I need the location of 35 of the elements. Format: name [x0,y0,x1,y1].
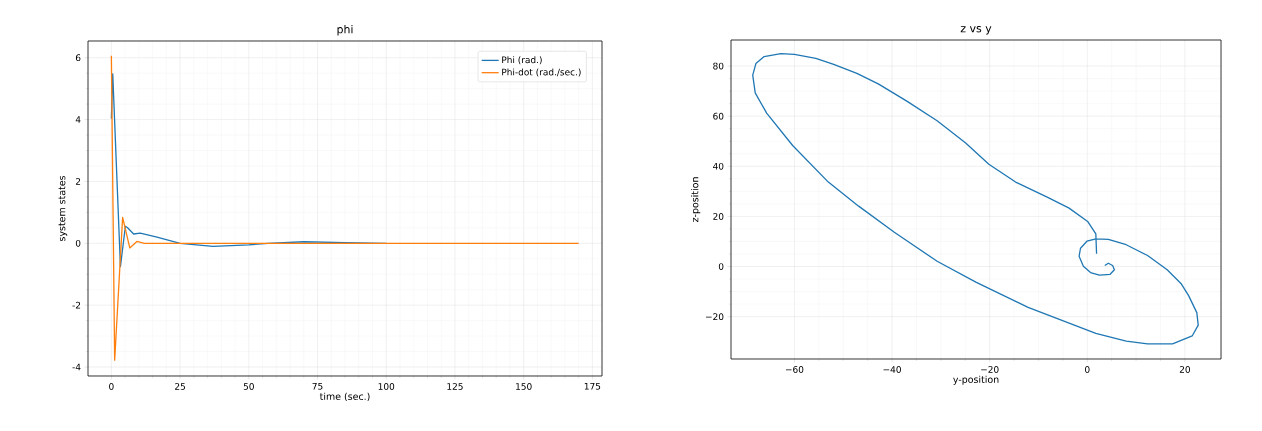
x-tick-label: −40 [883,366,901,373]
y-tick-label: 40 [713,162,724,170]
x-tick-label: 150 [516,383,532,390]
y-tick-label: 20 [713,213,724,220]
y-tick-label: 2 [75,178,81,185]
y-tick-label: -4 [72,363,81,371]
line-series [110,55,580,361]
y-tick-label: 80 [713,62,724,70]
line-series [752,52,1199,345]
x-tick-label: 25 [175,383,185,390]
y-tick-label: −20 [706,313,724,321]
legend-label: Phi-dot (rad./sec.) [502,68,581,77]
x-tick-label: 125 [447,383,463,390]
y-tick-label: 4 [75,116,81,123]
y-tick-label: -2 [72,301,81,309]
legend-label: Phi (rad.) [502,56,542,65]
y-axis-title: system states [58,175,68,242]
x-tick-label: 0 [1085,366,1090,373]
x-axis-title: y-position [953,375,999,385]
x-tick-label: 20 [1179,366,1191,373]
x-tick-label: 50 [243,383,254,390]
chart-title: phi [337,24,353,36]
x-tick-label: −60 [785,366,804,373]
x-tick-label: 75 [312,383,323,390]
x-tick-label: −20 [981,366,999,373]
x-tick-label: 175 [584,383,601,390]
x-axis-title: time (sec.) [319,392,370,402]
y-tick-label: 60 [713,112,724,120]
y-axis-title: z-position [691,177,701,223]
y-tick-label: 6 [75,54,81,62]
x-tick-label: 0 [109,383,114,390]
chart-title: z vs y [960,26,992,35]
y-tick-label: 0 [75,239,81,247]
y-tick-label: 0 [718,263,724,270]
x-tick-label: 100 [378,383,395,390]
